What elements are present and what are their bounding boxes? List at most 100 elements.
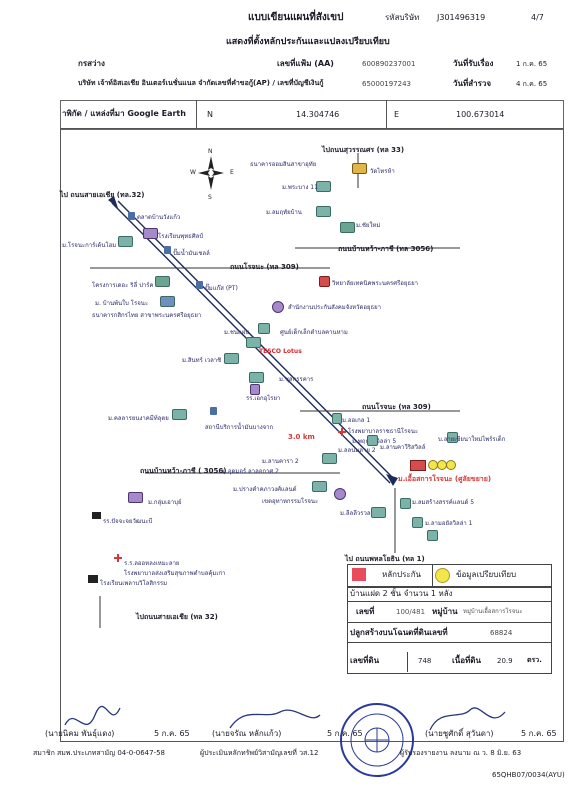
property-description: บ้านแฝด 2 ชั้น จำนวน 1 หลัง bbox=[350, 589, 453, 598]
place-label: ม.ออเกล 1 bbox=[342, 417, 371, 424]
health-center-icon bbox=[114, 554, 122, 562]
village-name: หมู่บ้านเอื้อสการโรจนะ bbox=[463, 608, 523, 615]
project-icon bbox=[155, 276, 170, 287]
place-label: เขตอุทาหกรรมโรจนะ bbox=[262, 498, 319, 505]
village-icon bbox=[316, 181, 331, 192]
legend-box bbox=[347, 564, 552, 588]
signer-middle-name: (นายจรัณ หลักแก้ว) bbox=[212, 729, 282, 738]
compass-s: S bbox=[208, 194, 212, 201]
page-number: 4/7 bbox=[531, 13, 544, 22]
place-label: ม.กลุ่มเอาบุย์ bbox=[148, 499, 182, 506]
company-code: J301496319 bbox=[437, 13, 486, 22]
school-icon bbox=[143, 228, 158, 239]
company-name: บริษัท เจ้าท์อิสเอเชีย อินเตอร์เนชั่นแนล… bbox=[78, 79, 324, 87]
hospital-icon bbox=[338, 428, 346, 436]
place-label: ม.ปรางคำคภาวงศ์แลนด์ bbox=[233, 486, 297, 493]
road-label-top-right: ไปถนนสุวรรณศร (ทล 33) bbox=[322, 146, 405, 154]
road-label-3056-bottom: ถนนบ้านหว้า-ภาชี ( 3056) bbox=[140, 467, 227, 475]
compass-rose-icon bbox=[198, 156, 224, 190]
area-value: 20.9 bbox=[497, 657, 513, 665]
signer-left-cert: สมาชิก สมพ.ประเภทสามัญ 04-0-0647-58 bbox=[33, 749, 166, 757]
place-label: บ.ลายเซียนาใหม่ไพร์รเด็ก bbox=[438, 436, 506, 443]
subject-marker-icon bbox=[410, 460, 426, 471]
place-label: ม.ลลนมลาย 2 bbox=[338, 447, 376, 454]
company-stamp bbox=[340, 703, 414, 777]
map-frame bbox=[60, 128, 564, 742]
file-no: 600890237001 bbox=[362, 60, 416, 68]
place-label: โรงเรียนเพลาบวิโลสิกรรม bbox=[100, 580, 168, 587]
road-label-309-a: ถนนโรจนะ (ทล 309) bbox=[230, 263, 299, 271]
signer-middle-date: 5 ก.ค. 65 bbox=[327, 729, 363, 738]
place-label: ธนาคารออมสินสาขาอุทัย bbox=[250, 161, 317, 168]
village-icon bbox=[172, 409, 187, 420]
road-label-309-b: ถนนโรจนะ (ทล 309) bbox=[362, 403, 431, 411]
survey-label: วันที่สำรวจ bbox=[453, 79, 492, 88]
place-label: รร.เอกอุไรยา bbox=[246, 395, 281, 402]
village-icon bbox=[224, 353, 239, 364]
village-icon bbox=[367, 435, 378, 446]
received-date: 1 ก.ค. 65 bbox=[516, 60, 548, 68]
document-title: แบบเขียนแผนที่สังเขป bbox=[248, 12, 344, 23]
place-label: วัดไทรห้า bbox=[370, 168, 395, 175]
school-icon bbox=[128, 492, 143, 503]
place-label: ม.ลมฤทัยบ้าน bbox=[266, 209, 302, 216]
area-label: เนื้อที่ดิน bbox=[452, 656, 481, 665]
place-label: ม.สินทร์ เวลาชิ bbox=[182, 357, 222, 364]
area-unit: ตรว. bbox=[527, 656, 542, 664]
branch-label: กรสว่าง bbox=[78, 59, 105, 68]
compass-e: E bbox=[230, 169, 234, 176]
place-label: ม.คลลารยนงาคมีท์ลุตย bbox=[108, 415, 169, 422]
place-label: โครงการเดอะ ริลี่ ปาร์ค bbox=[92, 282, 154, 289]
place-label: สำนักงานประกันสังคมจังหวัดอยุธยา bbox=[288, 304, 382, 311]
road-label-top-left: ไป ถนนสายเอเชีย (ทล.32) bbox=[60, 191, 145, 199]
village-icon bbox=[160, 296, 175, 307]
signer-right-name: (นายชูศักดิ์ สุวันดา) bbox=[425, 729, 494, 738]
place-label: สถานีบริการน้ำมันบางจาก bbox=[205, 424, 274, 431]
village-icon bbox=[427, 530, 438, 541]
place-label: ม.ชัยใหม่ bbox=[356, 222, 381, 229]
village-icon bbox=[371, 507, 386, 518]
file-no-label: เลขที่แฟ้ม (AA) bbox=[277, 59, 334, 68]
village-icon bbox=[412, 517, 423, 528]
place-label: ปั๊มน้ำมันเชลล์ bbox=[173, 250, 210, 257]
gas-station-icon bbox=[196, 281, 203, 289]
village-icon bbox=[400, 498, 411, 509]
industrial-estate-icon bbox=[334, 488, 346, 500]
school-icon bbox=[250, 384, 260, 395]
compass-n: N bbox=[208, 148, 213, 155]
signer-left-date: 5 ก.ค. 65 bbox=[154, 729, 190, 738]
village-icon bbox=[258, 323, 270, 334]
road-label-bottom-right: ไป ถนนพหลโยธิน (ทล 1) bbox=[345, 555, 425, 563]
house-no-label: เลขที่ bbox=[356, 607, 375, 616]
road-label-3056-top: ถนนบ้านหว้า-ภาชี (ทล 3056) bbox=[338, 245, 434, 253]
place-label: ม.ลีลลีวรวล bbox=[340, 510, 371, 517]
place-label: ศูนย์เด็กเล็กตำบลคานหาม bbox=[280, 329, 348, 336]
village-icon bbox=[118, 236, 133, 247]
place-label: โรงพยาบาลส่งเสริมสุขภาพตำบลคุ้มเก่า bbox=[124, 570, 226, 577]
place-label: ม.ชุลกรรคาร bbox=[279, 376, 314, 383]
signer-left-name: (นายนิคม พันธุ์แดง) bbox=[45, 729, 115, 738]
place-label: ม.ชนแผ่น bbox=[224, 329, 250, 336]
place-label: วิทยาลัยเทคนิคพระนครศรีอยุธยา bbox=[332, 280, 418, 287]
place-label: ม.ลานคารา 2 bbox=[262, 458, 299, 465]
place-label: ตลาดบ้านวังแก้ว bbox=[137, 214, 181, 221]
village-icon bbox=[246, 337, 261, 348]
temple-icon bbox=[352, 163, 367, 174]
place-label: รร.ปัจจะจยวัฒนะบี bbox=[103, 518, 153, 525]
survey-date: 4 ก.ค. 65 bbox=[516, 80, 548, 88]
place-label: ม.ลมสร้างสรรค์แลนด์ 5 bbox=[412, 499, 475, 506]
place-label: โรงพยาบาลราชธานีโรจนะ bbox=[348, 428, 419, 435]
loan-no: 65000197243 bbox=[362, 80, 411, 88]
property-table bbox=[347, 586, 552, 674]
village-icon bbox=[447, 432, 458, 443]
signatures-layer bbox=[64, 705, 506, 731]
village-icon bbox=[316, 206, 331, 217]
deed-label: ปลูกสร้างบนโฉนดที่ดินเลขที่ bbox=[350, 628, 448, 637]
land-no-label: เลขที่ดิน bbox=[350, 656, 380, 665]
legend-comparable-swatch bbox=[435, 568, 450, 583]
village-icon bbox=[249, 372, 264, 383]
place-label: ม.ลานคาวีริสวิลล์ bbox=[380, 444, 426, 451]
legend-collateral-swatch bbox=[352, 568, 366, 581]
market-icon bbox=[128, 212, 135, 220]
signer-right-date: 5 ก.ค. 65 bbox=[521, 729, 557, 738]
